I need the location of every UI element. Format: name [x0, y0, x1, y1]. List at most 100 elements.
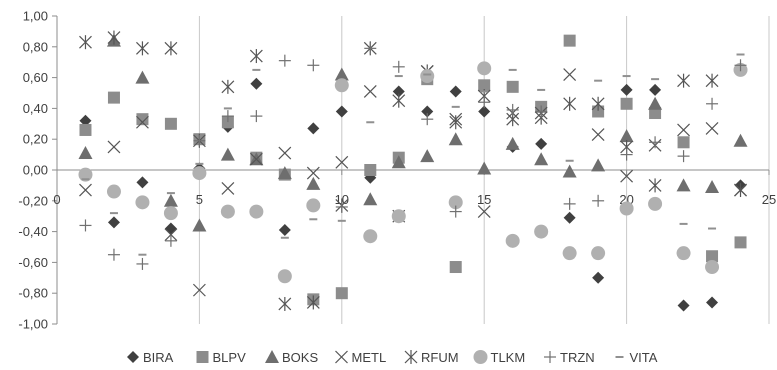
point-boks	[505, 136, 520, 150]
legend-label-boks: BOKS	[282, 350, 318, 365]
legend-marker-trzn	[544, 351, 556, 363]
point-boks	[192, 218, 207, 232]
point-bira	[79, 114, 92, 127]
point-tlkm	[135, 195, 150, 210]
point-metl	[591, 128, 605, 142]
point-metl	[306, 166, 320, 180]
point-metl	[477, 205, 491, 219]
x-tick-labels: 0 5 10 15 20 25	[53, 192, 776, 207]
point-bira	[706, 296, 719, 309]
point-bira	[449, 85, 462, 98]
point-tlkm	[334, 78, 349, 93]
point-rfum	[591, 96, 605, 111]
legend-item-boks: BOKS	[265, 350, 318, 365]
legend-label-vita: VITA	[630, 350, 658, 365]
point-bira	[592, 271, 605, 284]
legend-item-trzn: TRZN	[544, 350, 595, 365]
point-rfum	[563, 96, 577, 111]
x-tick-label: 15	[477, 192, 491, 207]
point-trzn	[392, 60, 405, 73]
point-trzn	[250, 110, 263, 123]
point-boks	[363, 192, 378, 206]
y-tick-label: -0,60	[18, 255, 48, 270]
legend-item-tlkm: TLKM	[473, 350, 526, 365]
y-tick-label: 0,60	[23, 70, 48, 85]
point-blpv	[506, 80, 519, 93]
point-rfum	[249, 49, 263, 64]
point-tlkm	[249, 204, 264, 219]
x-tick-label: 5	[196, 192, 203, 207]
point-boks	[477, 161, 492, 175]
legend-marker-tlkm	[473, 350, 488, 364]
point-metl	[620, 169, 634, 183]
point-bira	[107, 216, 120, 229]
point-tlkm	[163, 206, 178, 221]
point-tlkm	[619, 201, 634, 216]
point-trzn	[506, 103, 519, 116]
point-tlkm	[78, 167, 93, 182]
point-boks	[733, 133, 748, 147]
point-tlkm	[705, 260, 720, 275]
y-tick-label: 0,80	[23, 39, 48, 54]
point-boks	[591, 158, 606, 172]
point-trzn	[164, 234, 177, 247]
point-metl	[79, 183, 92, 197]
point-tlkm	[534, 224, 549, 239]
point-metl	[335, 155, 349, 169]
point-boks	[78, 146, 93, 160]
legend-label-tlkm: TLKM	[491, 350, 526, 365]
point-rfum	[734, 183, 747, 198]
point-trzn	[535, 105, 548, 118]
point-trzn	[592, 194, 605, 207]
y-tick-labels: 1,00 0,80 0,60 0,40 0,20 0,00 -0,20 -0,40 -0,60 -…	[18, 9, 48, 332]
point-boks	[306, 176, 321, 190]
point-metl	[563, 68, 577, 81]
point-trzn	[79, 219, 92, 232]
point-blpv	[136, 113, 149, 126]
point-metl	[221, 182, 235, 195]
point-metl	[136, 115, 149, 129]
point-tlkm	[505, 233, 520, 248]
point-blpv	[79, 123, 92, 136]
point-blpv	[563, 34, 576, 47]
point-rfum	[221, 79, 235, 94]
x-tick-label: 0	[53, 192, 60, 207]
point-boks	[562, 164, 577, 178]
point-bira	[535, 137, 548, 150]
point-blpv	[221, 116, 234, 129]
point-bira	[335, 105, 348, 118]
point-rfum	[107, 30, 121, 45]
legend-item-rfum: RFUM	[404, 350, 459, 365]
point-metl	[164, 228, 178, 242]
y-tick-label: -0,80	[18, 286, 48, 301]
legend-item-metl: METL	[335, 350, 386, 365]
point-blpv	[620, 97, 633, 110]
axes	[52, 15, 770, 325]
y-tick-label: -0,20	[18, 193, 48, 208]
point-trzn	[307, 59, 320, 72]
point-trzn	[193, 134, 206, 147]
point-blpv	[592, 105, 605, 118]
point-boks	[277, 166, 292, 180]
point-trzn	[221, 110, 234, 123]
y-tick-label: 0,00	[23, 163, 48, 178]
point-bira	[164, 222, 177, 235]
point-rfum	[306, 295, 320, 310]
point-trzn	[278, 54, 291, 67]
point-boks	[220, 147, 235, 161]
x-tick-label: 25	[762, 192, 776, 207]
point-boks	[648, 96, 663, 110]
point-tlkm	[306, 198, 321, 213]
point-boks	[334, 67, 349, 81]
legend-item-vita: VITA	[615, 350, 658, 365]
point-rfum	[392, 93, 406, 108]
point-metl	[705, 121, 719, 135]
legend-label-bira: BIRA	[143, 350, 174, 365]
point-blpv	[677, 136, 690, 149]
point-trzn	[620, 148, 633, 161]
point-tlkm	[277, 269, 292, 284]
point-blpv	[734, 236, 747, 249]
point-trzn	[364, 42, 377, 55]
point-blpv	[364, 164, 377, 176]
legend-label-blpv: BLPV	[213, 350, 247, 365]
